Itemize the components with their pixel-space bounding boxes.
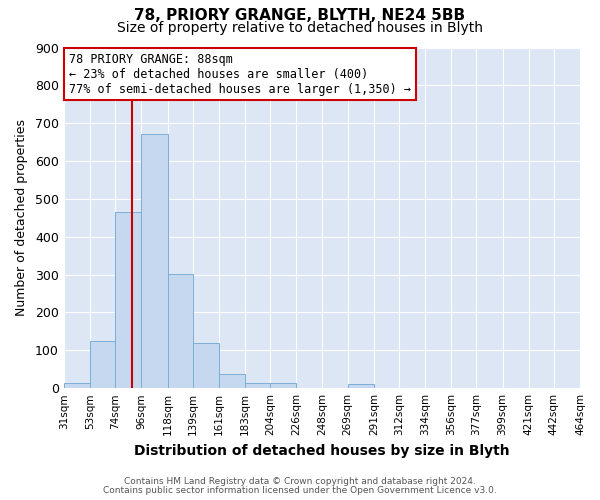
Bar: [245, 384, 270, 388]
Bar: [270, 384, 296, 388]
X-axis label: Distribution of detached houses by size in Blyth: Distribution of detached houses by size …: [134, 444, 510, 458]
Bar: [219, 374, 245, 388]
Bar: [64, 382, 90, 388]
Text: Size of property relative to detached houses in Blyth: Size of property relative to detached ho…: [117, 21, 483, 35]
Text: Contains HM Land Registry data © Crown copyright and database right 2024.: Contains HM Land Registry data © Crown c…: [124, 477, 476, 486]
Text: 78, PRIORY GRANGE, BLYTH, NE24 5BB: 78, PRIORY GRANGE, BLYTH, NE24 5BB: [134, 8, 466, 22]
Bar: [115, 212, 141, 388]
Y-axis label: Number of detached properties: Number of detached properties: [15, 120, 28, 316]
Bar: [90, 341, 115, 388]
Bar: [347, 384, 374, 388]
Text: Contains public sector information licensed under the Open Government Licence v3: Contains public sector information licen…: [103, 486, 497, 495]
Bar: [141, 134, 167, 388]
Text: 78 PRIORY GRANGE: 88sqm
← 23% of detached houses are smaller (400)
77% of semi-d: 78 PRIORY GRANGE: 88sqm ← 23% of detache…: [69, 52, 411, 96]
Bar: [193, 343, 219, 388]
Bar: [167, 274, 193, 388]
